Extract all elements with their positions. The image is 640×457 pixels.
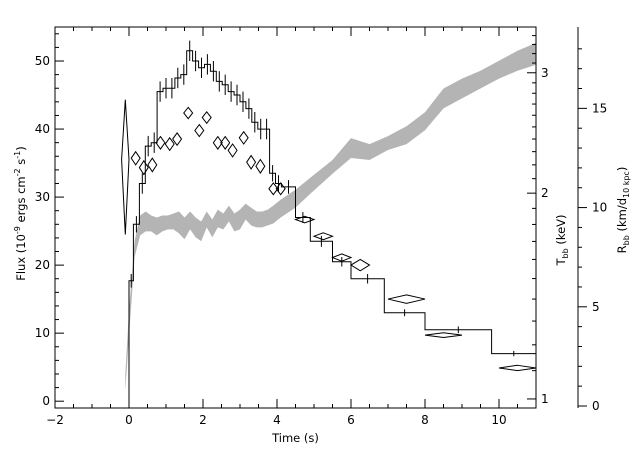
temperature-diamond (138, 159, 149, 176)
temperature-diamond (255, 158, 266, 174)
temperature-tick-label: 1 (541, 392, 549, 406)
temperature-diamond (172, 132, 183, 147)
x-tick-label: 0 (125, 413, 133, 427)
radius-tick-label: 5 (592, 300, 600, 314)
x-tick-label: 4 (273, 413, 281, 427)
flux-tick-label: 30 (35, 190, 50, 204)
temperature-diamond (387, 294, 426, 304)
temperature-diamond (293, 215, 316, 224)
temperature-diamond (246, 154, 257, 170)
temperature-diamond (194, 123, 205, 138)
temperature-diamond (275, 182, 286, 196)
temperature-diamond (312, 232, 334, 241)
radius-axis-label: Rbb (km/d10 kpc) (615, 167, 631, 254)
radius-band-layer (125, 42, 536, 391)
temperature-axis-label: Tbb (keV) (554, 214, 570, 266)
temperature-diamond (130, 150, 141, 166)
radius-tick-label: 0 (592, 399, 600, 413)
temperature-diamond (238, 130, 249, 145)
flux-axis-label: Flux (10-9 ergs cm-2 s-1) (13, 146, 28, 281)
radius-tick-label: 10 (592, 201, 607, 215)
temperature-diamond (155, 135, 166, 150)
temperature-diamond (183, 106, 194, 120)
flux-tick-label: 20 (35, 258, 50, 272)
temperature-diamond (201, 111, 212, 125)
radius-tick-label: 15 (592, 101, 607, 115)
temperature-diamond (268, 182, 279, 196)
flux-histogram-layer (128, 40, 536, 402)
temperature-diamond (424, 332, 463, 338)
flux-tick-label: 50 (35, 54, 50, 68)
temperature-diamond (331, 253, 353, 262)
temperature-diamond (350, 258, 371, 272)
temperature-diamond (121, 99, 130, 235)
x-tick-label: 2 (199, 413, 207, 427)
flux-histogram-line (128, 50, 536, 402)
temperature-diamond (147, 157, 158, 173)
temperature-diamond (220, 135, 231, 150)
temperature-diamond-layer (121, 99, 536, 372)
flux-tick-label: 40 (35, 122, 50, 136)
x-tick-label: −2 (46, 413, 64, 427)
temperature-diamond (498, 364, 536, 372)
temperature-diamond (164, 136, 175, 152)
flux-tick-label: 0 (42, 394, 50, 408)
x-tick-label: 8 (421, 413, 429, 427)
radius-band (125, 42, 536, 391)
temperature-diamond (227, 143, 238, 158)
flux-tick-label: 10 (35, 326, 50, 340)
x-tick-label: 10 (491, 413, 506, 427)
temperature-tick-label: 2 (541, 186, 549, 200)
temperature-tick-label: 3 (541, 66, 549, 80)
x-tick-label: 6 (347, 413, 355, 427)
temperature-diamond (212, 135, 223, 150)
x-axis-label: Time (s) (271, 431, 319, 445)
